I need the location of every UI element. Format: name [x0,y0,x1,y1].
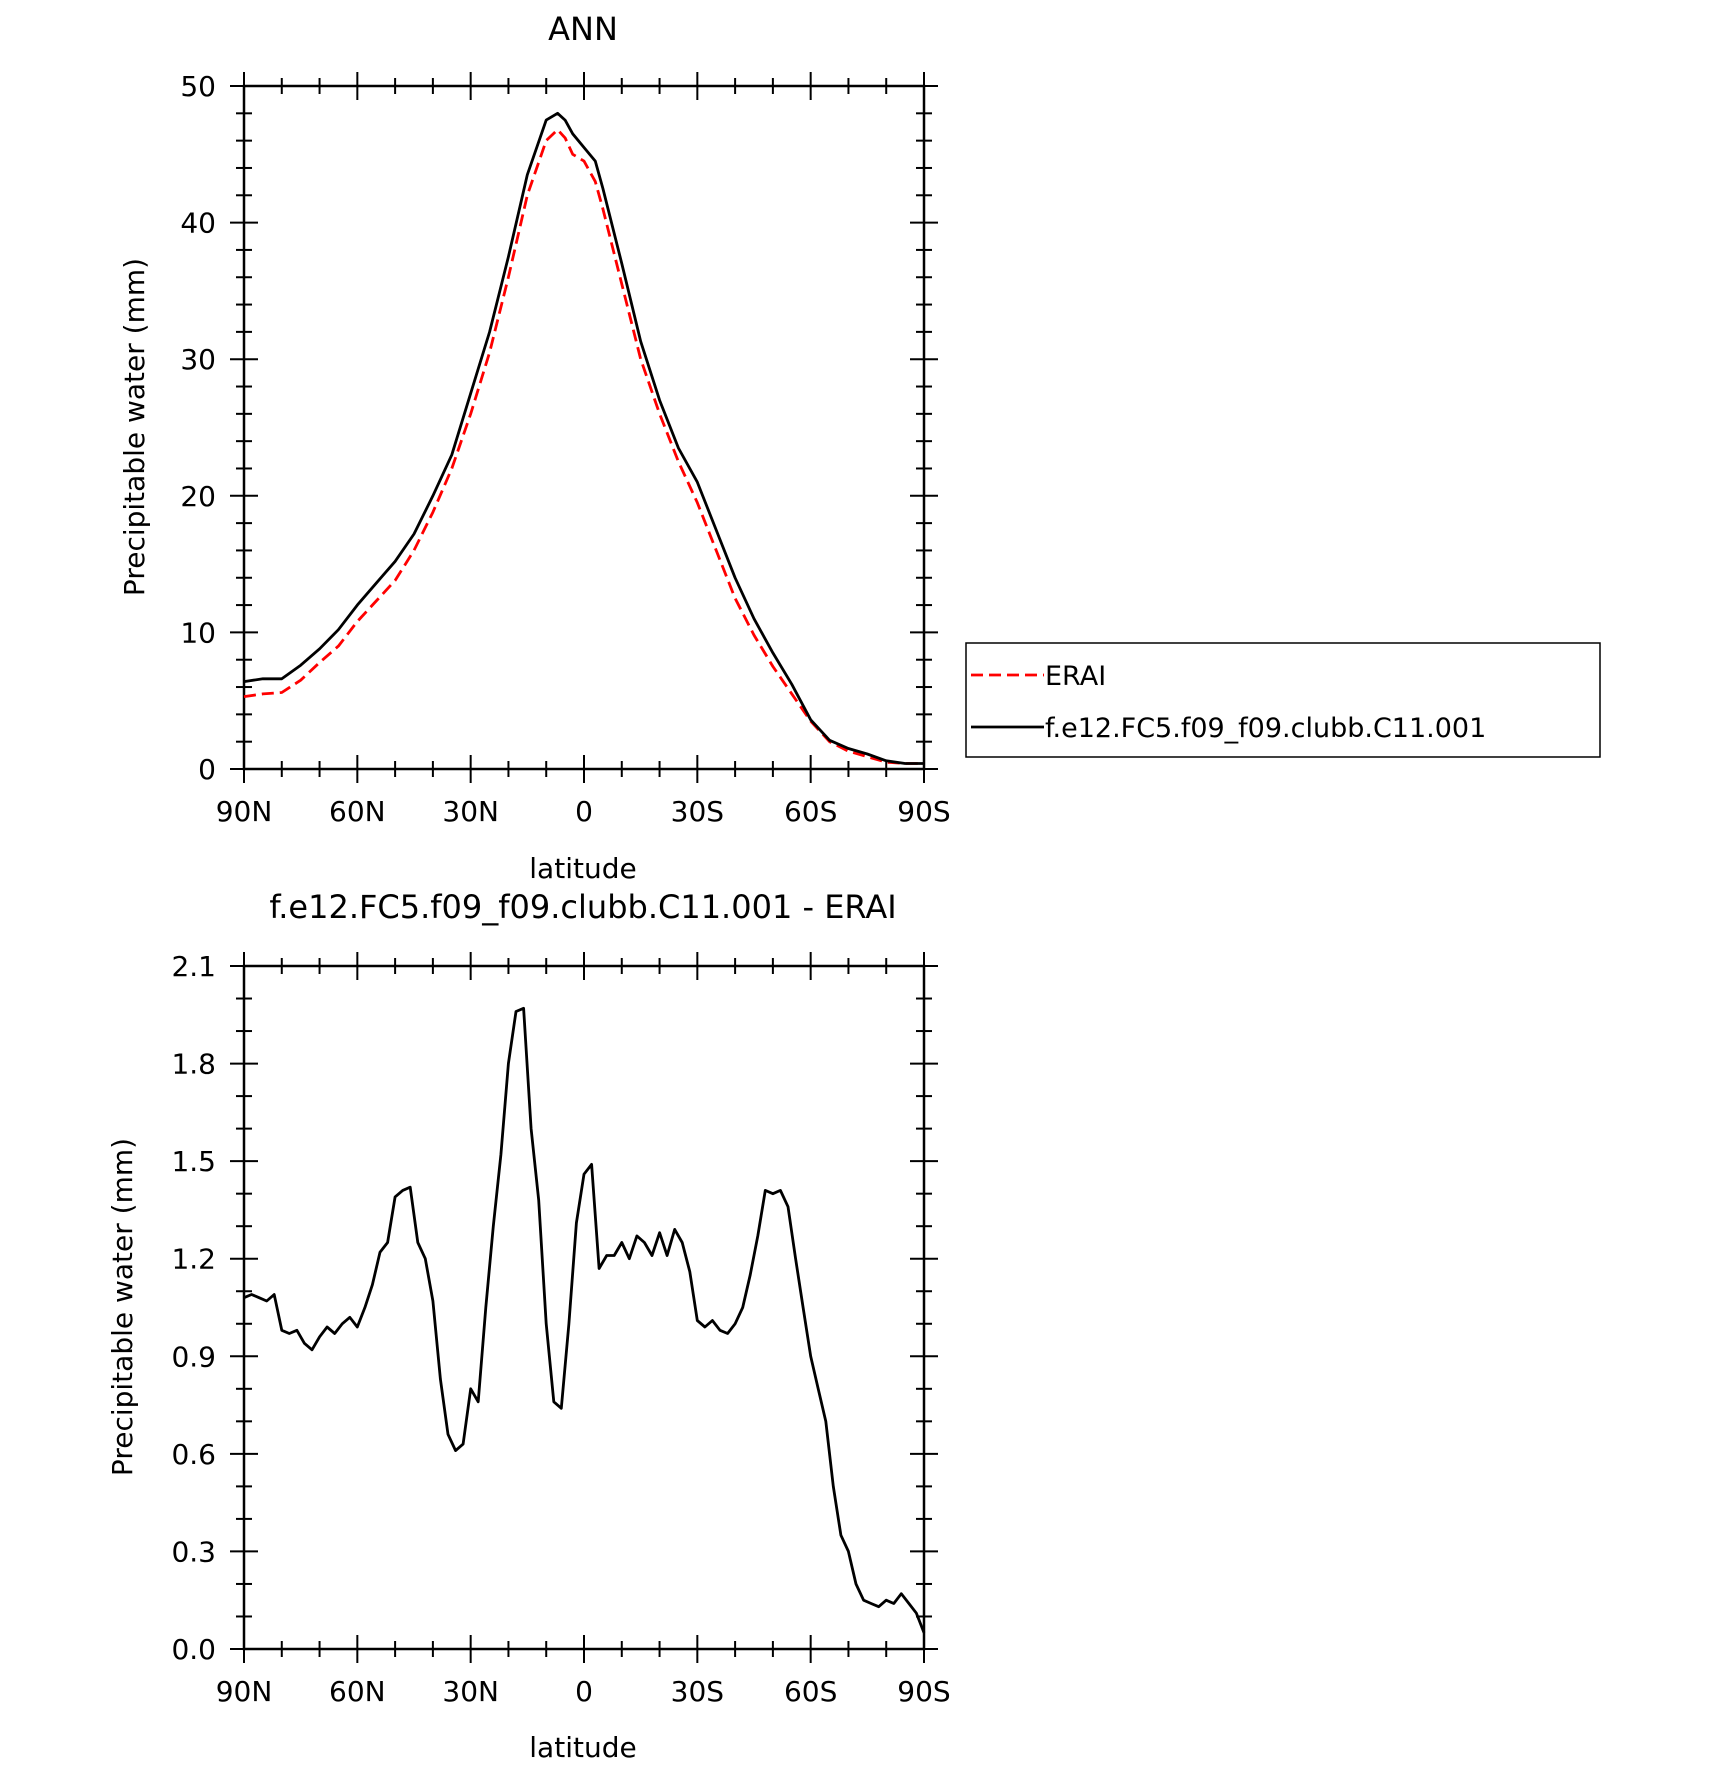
bottom-chart-plot-frame [242,964,926,1651]
bottom-y-tick-label: 0.9 [171,1340,216,1373]
bottom-y-tick-label: 0.6 [171,1438,216,1471]
bottom-y-tick-label: 1.5 [171,1145,216,1178]
top-chart-series [243,111,924,765]
bottom-y-tick-label: 2.1 [171,950,216,983]
legend-box [965,642,1601,758]
bottom-x-tick-label: 90N [216,1675,273,1708]
bottom-chart-x-tick-labels: 90N 60N 30N 0 30S 60S 90S [216,1675,951,1708]
bottom-x-tick-label: 30N [442,1675,499,1708]
top-chart-plot-frame [242,84,926,771]
legend-label-model: f.e12.FC5.f09_f09.clubb.C11.001 [1045,713,1486,744]
bottom-chart-y-tick-labels: 0.0 0.3 0.6 0.9 1.2 1.5 1.8 2.1 [171,950,216,1666]
bottom-chart-x-axis-label: latitude [529,1731,636,1764]
top-x-tick-label: 60S [784,795,837,828]
top-y-tick-label: 0 [198,753,216,786]
top-x-tick-label: 30S [671,795,724,828]
bottom-x-tick-label: 30S [671,1675,724,1708]
bottom-x-tick-label: 60S [784,1675,837,1708]
legend-label-erai: ERAI [1045,661,1106,692]
top-chart-x-tick-labels: 90N 60N 30N 0 30S 60S 90S [216,795,951,828]
top-x-tick-label: 0 [575,795,593,828]
top-chart-panel: ANN 90N 60N 30N 0 30S 60S 90S 0 10 20 30 40 50 lati… [118,10,1601,885]
top-chart-ticks [230,72,938,783]
top-chart-y-tick-labels: 0 10 20 30 40 50 [180,70,216,786]
top-chart-legend: ERAI f.e12.FC5.f09_f09.clubb.C11.001 [965,642,1601,758]
bottom-chart-y-axis-label: Precipitable water (mm) [106,1138,139,1476]
top-x-tick-label: 60N [329,795,386,828]
bottom-series-line-0 [243,1006,926,1634]
top-x-tick-label: 90N [216,795,273,828]
bottom-x-tick-label: 90S [897,1675,950,1708]
bottom-chart-ticks [230,952,938,1663]
top-series-line-0 [243,128,924,765]
bottom-chart-series [243,1006,926,1634]
bottom-x-tick-label: 60N [329,1675,386,1708]
top-x-tick-label: 30N [442,795,499,828]
bottom-y-tick-label: 0.3 [171,1535,216,1568]
bottom-y-tick-label: 1.2 [171,1243,216,1276]
top-series-line-1 [243,111,924,765]
bottom-x-tick-label: 0 [575,1675,593,1708]
top-chart-title: ANN [548,10,618,48]
top-chart-x-axis-label: latitude [529,852,636,885]
bottom-chart-title: f.e12.FC5.f09_f09.clubb.C11.001 - ERAI [269,888,896,926]
top-y-tick-label: 10 [180,616,216,649]
top-chart-y-axis-label: Precipitable water (mm) [118,258,151,596]
top-x-tick-label: 90S [897,795,950,828]
top-y-tick-label: 50 [180,70,216,103]
top-y-tick-label: 30 [180,343,216,376]
bottom-y-tick-label: 0.0 [171,1633,216,1666]
top-y-tick-label: 20 [180,480,216,513]
bottom-y-tick-label: 1.8 [171,1048,216,1081]
top-y-tick-label: 40 [180,207,216,240]
bottom-chart-panel: f.e12.FC5.f09_f09.clubb.C11.001 - ERAI 9… [106,888,951,1764]
